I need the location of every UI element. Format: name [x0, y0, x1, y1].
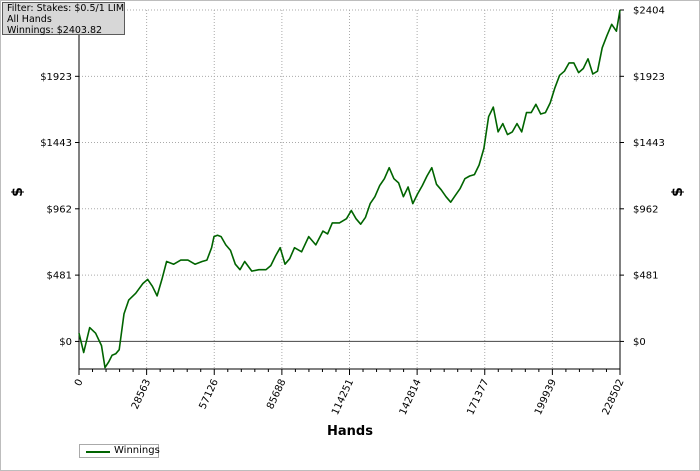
x-tick-label-0: 0 — [73, 378, 86, 388]
x-tick-label-6: 171377 — [465, 378, 491, 417]
y-tick-label-left-2: $962 — [47, 204, 72, 215]
y-tick-label-left-0: $0 — [59, 337, 72, 348]
legend-label-winnings: Winnings — [114, 445, 160, 456]
y-tick-label-right-1: $481 — [633, 271, 658, 282]
x-minor-ticks — [92, 369, 607, 372]
y-tick-label-left-4: $1923 — [40, 72, 72, 83]
y-tick-labels-left: $0$481$962$1443$1923$2404 — [40, 6, 79, 348]
x-tick-label-5: 142814 — [398, 378, 424, 417]
y-tick-label-left-3: $1443 — [40, 138, 72, 149]
y-axis-label-right: $ — [670, 187, 686, 197]
grid-lines — [79, 9, 620, 369]
x-tick-label-2: 57126 — [198, 378, 221, 411]
x-tick-label-4: 114251 — [330, 378, 356, 417]
hands-text: All Hands — [7, 14, 52, 25]
y-tick-labels-right: $0 $481 $962 $1443 $1923 $2404 — [620, 6, 665, 348]
x-axis-label: Hands — [327, 424, 373, 439]
y-axis-label-left: $ — [10, 187, 26, 197]
x-tick-label-8: 228502 — [601, 378, 627, 417]
winnings-total-text: Winnings: $2403.82 — [7, 25, 103, 36]
y-tick-label-right-4: $1923 — [633, 72, 665, 83]
x-tick-label-1: 28563 — [130, 378, 153, 411]
x-tick-labels: 0 28563 57126 85688 114251 142814 171377 199939… — [73, 369, 627, 417]
y-tick-label-right-5: $2404 — [633, 6, 665, 17]
series-line-winnings — [78, 9, 621, 369]
y-tick-label-right-2: $962 — [633, 204, 658, 215]
legend-swatch-winnings — [86, 451, 110, 453]
x-tick-label-7: 199939 — [533, 378, 559, 417]
y-tick-label-right-0: $0 — [633, 337, 646, 348]
filter-info-box: Filter: Stakes: $0.5/1 LIM All Hands Win… — [2, 2, 125, 36]
y-tick-label-left-1: $481 — [47, 271, 72, 282]
y-tick-label-right-3: $1443 — [633, 138, 665, 149]
chart-legend: Winnings — [79, 444, 160, 458]
x-tick-label-3: 85688 — [265, 378, 288, 411]
filter-text: Filter: Stakes: $0.5/1 LIM — [7, 3, 125, 14]
